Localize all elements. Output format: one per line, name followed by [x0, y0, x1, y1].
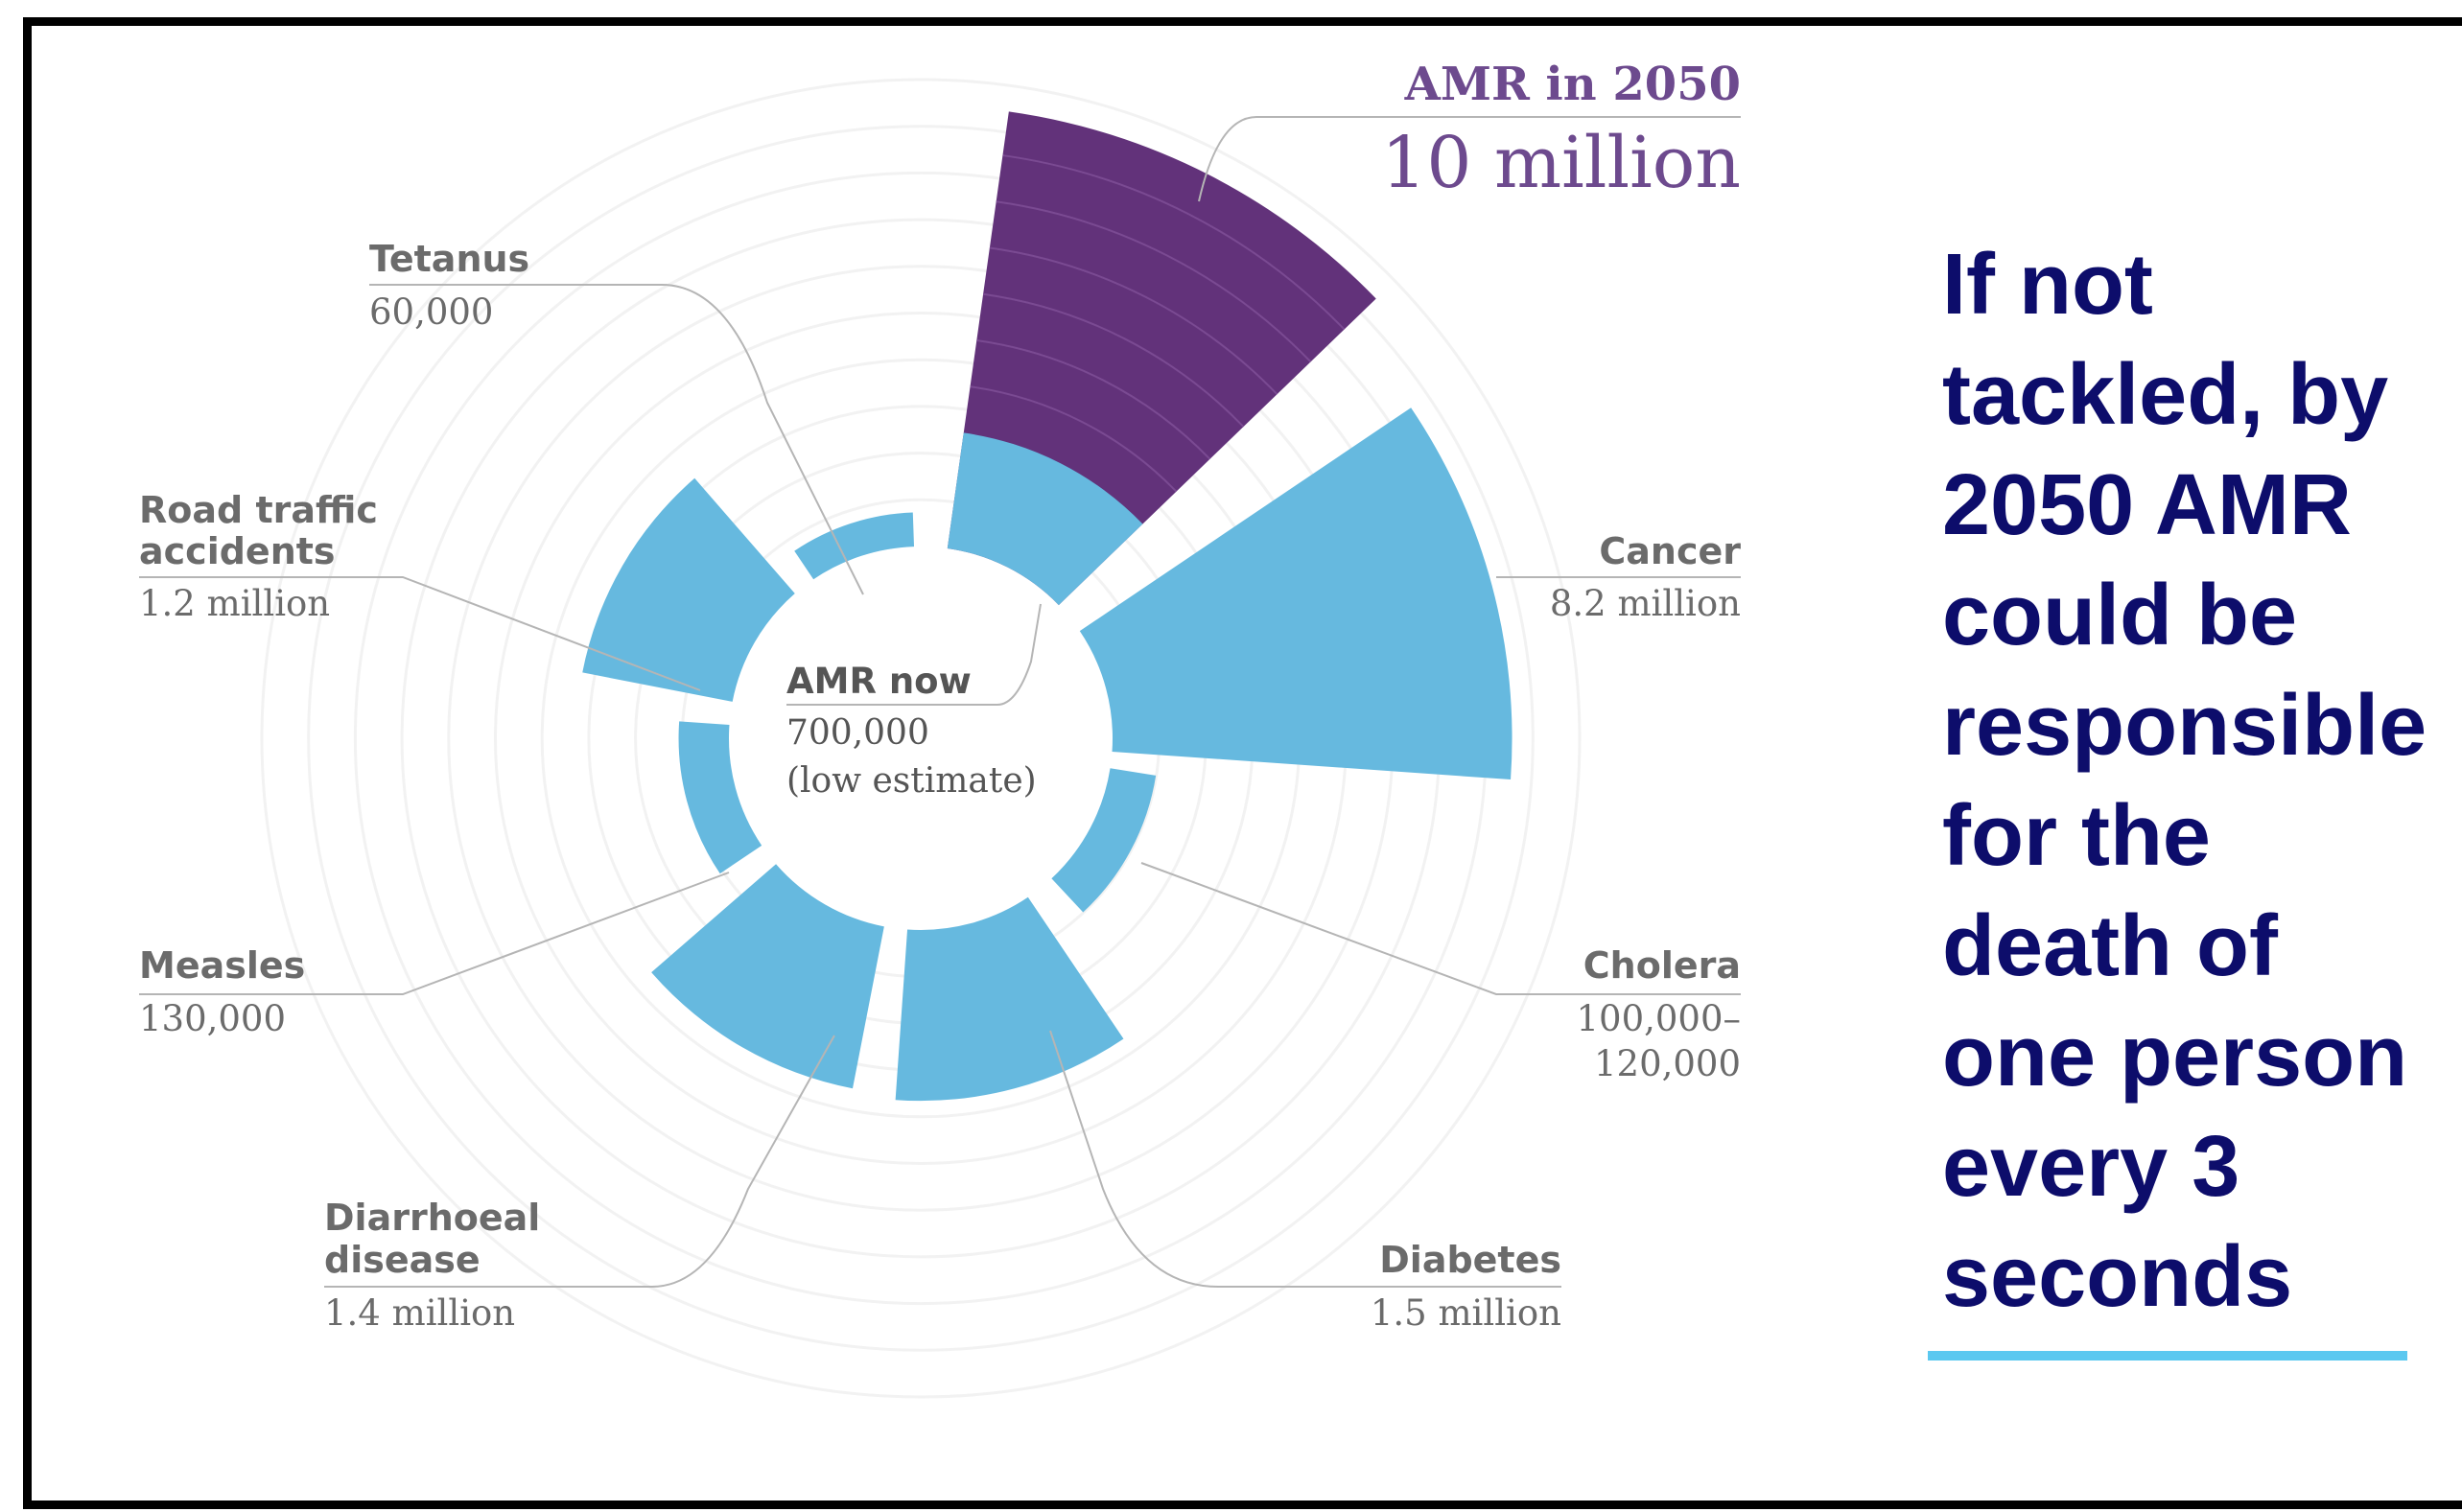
bar-diarrhoeal [651, 864, 884, 1089]
label-cancer-name: Cancer [1599, 530, 1741, 572]
accent-rule [1928, 1351, 2407, 1361]
headline-line: for the [1942, 788, 2211, 884]
leader-diarrhoeal [324, 1035, 835, 1288]
label-diabetes-name: Diabetes [1379, 1239, 1561, 1281]
chart-bars [582, 111, 1512, 1102]
label-cholera-value-2: 120,000 [1594, 1043, 1741, 1084]
headline-line: 2050 AMR [1942, 457, 2352, 553]
leader-measles [139, 872, 730, 995]
bar-ring-separator [982, 292, 1245, 428]
bar-ring-separator [989, 246, 1278, 395]
chart-labels: AMR in 2050 10 million Cancer 8.2 millio… [139, 58, 1741, 1334]
bar-cancer [1079, 407, 1512, 780]
bar-ring-separator [976, 338, 1211, 460]
headline-line: seconds [1942, 1229, 2293, 1325]
label-measles-name: Measles [139, 944, 305, 987]
bar-cholera [1051, 768, 1157, 913]
bar-diabetes [895, 896, 1124, 1102]
center-title: AMR now [786, 661, 972, 702]
leader-amr-now [786, 603, 1042, 706]
label-amr-2050-name: AMR in 2050 [1404, 58, 1741, 111]
slide-frame [23, 17, 2462, 1509]
bar-ring-separator [970, 385, 1178, 493]
leader-tetanus [369, 284, 864, 595]
label-diarrhoeal-name-2: disease [324, 1239, 481, 1281]
headline-line: responsible [1942, 678, 2427, 774]
headline-line: one person [1942, 1009, 2408, 1105]
center-value: 700,000 [786, 713, 929, 753]
label-cancer-value: 8.2 million [1550, 583, 1741, 624]
label-road-value: 1.2 million [139, 583, 330, 624]
headline-line: tackled, by [1942, 347, 2389, 443]
label-road-name: Road traffic [139, 489, 378, 531]
label-road-name-2: accidents [139, 530, 336, 572]
ring [307, 125, 1535, 1352]
leader-cholera [1140, 862, 1741, 995]
headline-line: every 3 [1942, 1119, 2240, 1215]
label-measles-value: 130,000 [139, 998, 286, 1039]
label-tetanus-name: Tetanus [369, 238, 529, 280]
headline-line: If not [1942, 237, 2153, 333]
label-cholera-name: Cholera [1583, 944, 1741, 987]
leader-lines [139, 116, 1741, 1288]
label-amr-2050-value: 10 million [1381, 122, 1741, 204]
label-cholera-value: 100,000– [1576, 998, 1741, 1039]
headline-line: death of [1942, 898, 2278, 994]
ring [260, 78, 1582, 1399]
label-tetanus-value: 60,000 [369, 291, 493, 333]
bar-ring-separator [996, 200, 1312, 363]
headline-text: If not tackled, by 2050 AMR could be res… [1942, 230, 2460, 1333]
bar-amr-now [947, 432, 1143, 606]
bar-ring-separator [1002, 154, 1346, 331]
leader-road-traffic [139, 576, 701, 691]
label-diabetes-value: 1.5 million [1371, 1292, 1561, 1334]
bar-tetanus [794, 512, 915, 580]
center-note: (low estimate) [786, 761, 1037, 801]
bar-road-traffic [582, 477, 795, 702]
leader-diabetes [1049, 1030, 1561, 1288]
label-diarrhoeal-value: 1.4 million [324, 1292, 515, 1334]
headline-line: could be [1942, 568, 2298, 663]
leader-amr-2050 [1198, 116, 1741, 202]
label-diarrhoeal-name: Diarrhoeal [324, 1197, 540, 1239]
bar-measles [678, 721, 762, 874]
